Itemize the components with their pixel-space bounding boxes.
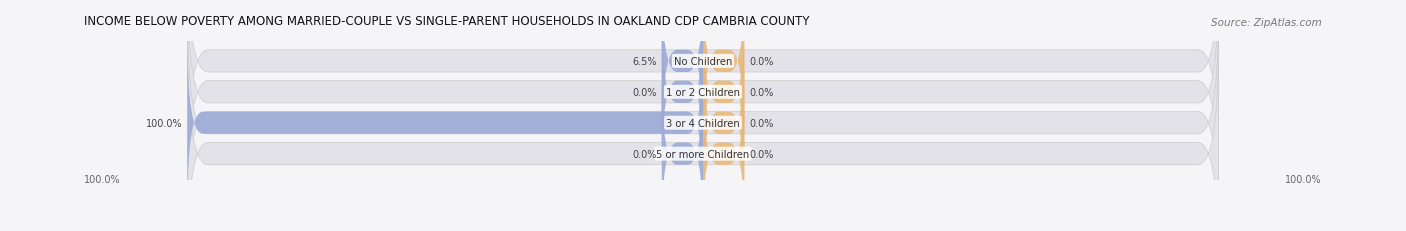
Text: 0.0%: 0.0% bbox=[633, 87, 657, 97]
Legend: Married Couples, Single Parents: Married Couples, Single Parents bbox=[582, 228, 824, 231]
Text: 100.0%: 100.0% bbox=[84, 174, 121, 184]
Text: No Children: No Children bbox=[673, 57, 733, 67]
FancyBboxPatch shape bbox=[662, 11, 703, 174]
FancyBboxPatch shape bbox=[187, 11, 1219, 231]
Text: 0.0%: 0.0% bbox=[749, 87, 773, 97]
Text: INCOME BELOW POVERTY AMONG MARRIED-COUPLE VS SINGLE-PARENT HOUSEHOLDS IN OAKLAND: INCOME BELOW POVERTY AMONG MARRIED-COUPL… bbox=[84, 15, 810, 28]
FancyBboxPatch shape bbox=[703, 42, 744, 204]
Text: 100.0%: 100.0% bbox=[1285, 174, 1322, 184]
Text: 6.5%: 6.5% bbox=[633, 57, 657, 67]
Text: 0.0%: 0.0% bbox=[749, 149, 773, 159]
Text: 0.0%: 0.0% bbox=[749, 118, 773, 128]
Text: 0.0%: 0.0% bbox=[749, 57, 773, 67]
Text: 100.0%: 100.0% bbox=[146, 118, 183, 128]
Text: Source: ZipAtlas.com: Source: ZipAtlas.com bbox=[1211, 18, 1322, 28]
FancyBboxPatch shape bbox=[703, 0, 744, 143]
FancyBboxPatch shape bbox=[703, 73, 744, 231]
FancyBboxPatch shape bbox=[703, 11, 744, 174]
Text: 3 or 4 Children: 3 or 4 Children bbox=[666, 118, 740, 128]
Text: 1 or 2 Children: 1 or 2 Children bbox=[666, 87, 740, 97]
FancyBboxPatch shape bbox=[662, 0, 703, 143]
Text: 0.0%: 0.0% bbox=[633, 149, 657, 159]
FancyBboxPatch shape bbox=[187, 0, 1219, 204]
FancyBboxPatch shape bbox=[187, 42, 1219, 231]
FancyBboxPatch shape bbox=[187, 42, 703, 204]
Text: 5 or more Children: 5 or more Children bbox=[657, 149, 749, 159]
FancyBboxPatch shape bbox=[187, 0, 1219, 174]
FancyBboxPatch shape bbox=[662, 73, 703, 231]
